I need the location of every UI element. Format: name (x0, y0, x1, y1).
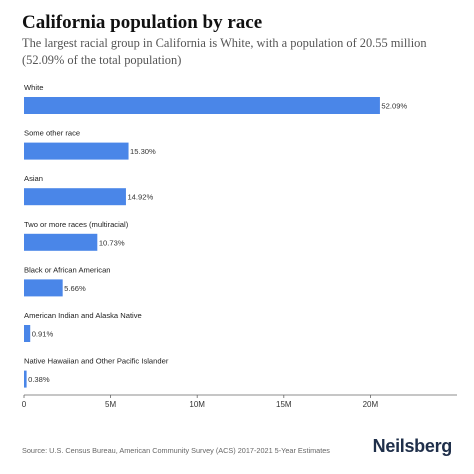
value-label: 52.09% (381, 102, 407, 111)
x-tick-label: 0 (22, 400, 27, 409)
bar (24, 279, 63, 297)
bar (24, 370, 27, 388)
value-label: 0.38% (28, 375, 50, 384)
bar (24, 325, 31, 342)
category-label: Two or more races (multiracial) (24, 220, 129, 229)
category-label: Asian (24, 174, 43, 183)
value-label: 10.73% (99, 238, 125, 247)
source-note: Source: U.S. Census Bureau, American Com… (22, 446, 330, 455)
category-label: American Indian and Alaska Native (24, 311, 142, 320)
x-tick-label: 10M (189, 400, 205, 409)
value-label: 0.91% (32, 330, 54, 339)
brand-logo: Neilsberg (372, 436, 453, 456)
category-label: Native Hawaiian and Other Pacific Island… (24, 357, 169, 366)
value-label: 5.66% (64, 284, 86, 293)
chart-title: California population by race (22, 12, 263, 33)
x-tick-label: 20M (363, 400, 379, 409)
bar (24, 97, 380, 114)
bar (24, 142, 129, 160)
value-label: 14.92% (127, 193, 153, 202)
bar (24, 233, 98, 251)
bar (24, 188, 126, 206)
category-label: White (24, 83, 43, 92)
x-tick-label: 5M (105, 400, 116, 409)
category-label: Black or African American (24, 265, 111, 274)
value-label: 15.30% (130, 147, 156, 156)
x-tick-label: 15M (276, 400, 292, 409)
chart-subtitle: The largest racial group in California i… (22, 36, 427, 67)
category-label: Some other race (24, 129, 80, 138)
